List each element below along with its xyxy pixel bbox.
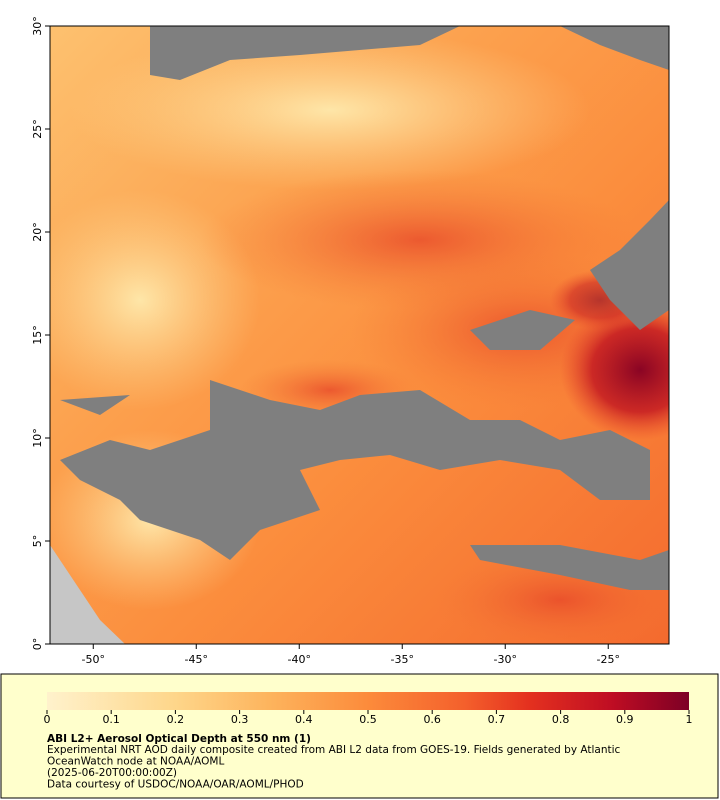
- lat-tick-label: 10°: [31, 428, 44, 448]
- caption-line: Data courtesy of USDOC/NOAA/OAR/AOML/PHO…: [47, 779, 304, 791]
- caption-line: Experimental NRT AOD daily composite cre…: [47, 744, 621, 756]
- colorbar: [47, 692, 689, 710]
- lat-tick-label: 5°: [31, 535, 44, 548]
- colorbar-tick-label: 0.4: [295, 713, 313, 726]
- lon-tick-label: -40°: [288, 653, 311, 666]
- colorbar-tick-label: 0: [44, 713, 51, 726]
- colorbar-tick-label: 0.9: [616, 713, 634, 726]
- lat-tick-label: 0°: [31, 638, 44, 651]
- lon-tick-label: -25°: [596, 653, 619, 666]
- colorbar-tick-label: 0.7: [488, 713, 506, 726]
- lon-tick-label: -35°: [391, 653, 414, 666]
- colorbar-tick-label: 0.1: [102, 713, 120, 726]
- aod-map: [50, 26, 669, 644]
- lon-tick-label: -30°: [494, 653, 517, 666]
- colorbar-tick-label: 0.5: [359, 713, 377, 726]
- colorbar-tick-label: 0.2: [167, 713, 185, 726]
- caption-line: OceanWatch node at NOAA/AOML: [47, 756, 224, 768]
- colorbar-tick-label: 0.6: [423, 713, 441, 726]
- lat-tick-label: 15°: [31, 325, 44, 345]
- lon-tick-label: -50°: [82, 653, 105, 666]
- caption-line: (2025-06-20T00:00:00Z): [47, 767, 177, 779]
- caption-title: ABI L2+ Aerosol Optical Depth at 550 nm …: [47, 733, 311, 745]
- colorbar-tick-label: 1: [686, 713, 693, 726]
- lon-tick-label: -45°: [185, 653, 208, 666]
- lat-tick-label: 20°: [31, 222, 44, 242]
- lat-tick-label: 25°: [31, 119, 44, 139]
- colorbar-tick-label: 0.8: [552, 713, 570, 726]
- lat-tick-label: 30°: [31, 16, 44, 36]
- colorbar-tick-label: 0.3: [231, 713, 249, 726]
